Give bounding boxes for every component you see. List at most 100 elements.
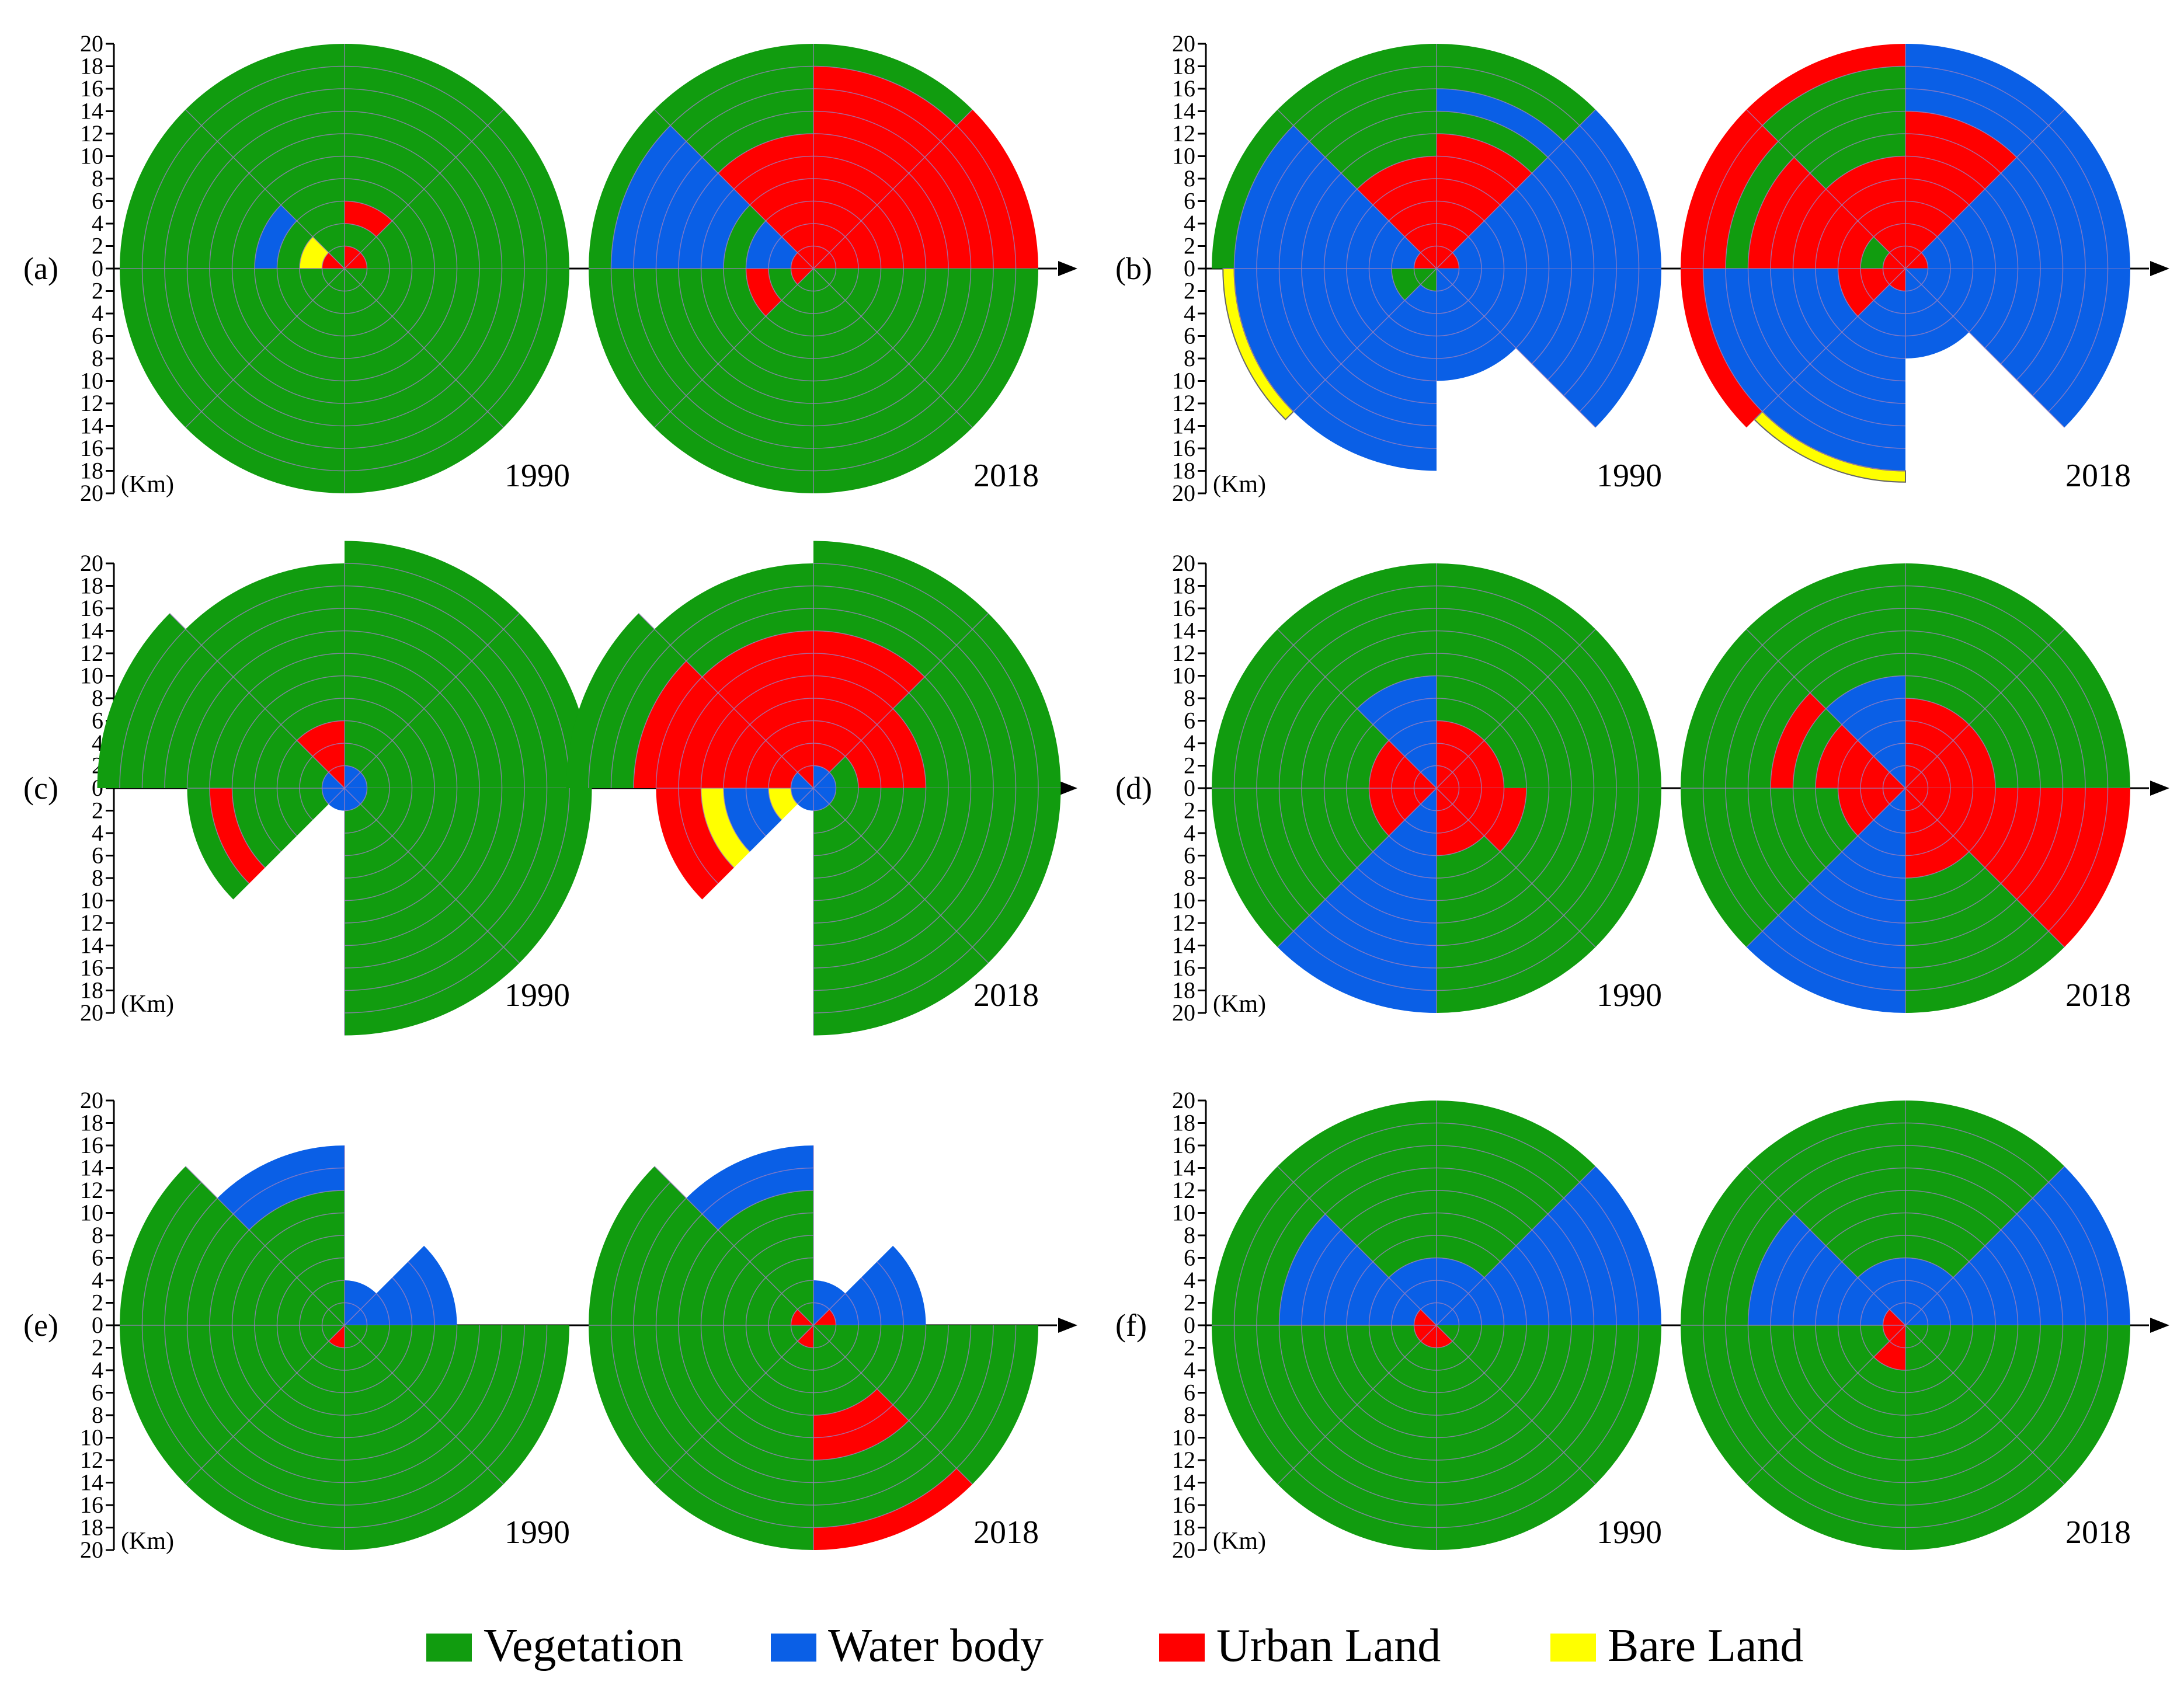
ring-gridline xyxy=(280,1388,345,1416)
ring-gridline xyxy=(797,1340,814,1349)
y-tick-label: 18 xyxy=(1172,573,1195,599)
sector-3-urban xyxy=(1414,1309,1437,1325)
ring-gridline xyxy=(280,698,345,725)
y-tick-label: 10 xyxy=(1172,887,1195,914)
y-tick-label: 2 xyxy=(92,1290,103,1316)
ring-gridline xyxy=(781,300,814,314)
y-tick-label: 2 xyxy=(92,797,103,824)
ring-gridline xyxy=(749,1388,814,1416)
sector-3-vegetation xyxy=(120,109,281,269)
y-tick-label: 14 xyxy=(1172,618,1195,644)
radial-gridline xyxy=(638,613,814,789)
sector-4-water xyxy=(1234,269,1405,412)
y-tick-label: 8 xyxy=(1184,685,1195,711)
ring-gridline xyxy=(1825,155,1906,190)
ring-gridline xyxy=(1293,65,1437,126)
radial-gridline xyxy=(813,1325,973,1485)
ring-gridline xyxy=(1436,1122,1580,1183)
ring-gridline xyxy=(299,788,314,820)
ring-gridline xyxy=(861,1277,882,1326)
ring-gridline xyxy=(141,125,202,269)
radial-gridline xyxy=(1905,109,2065,269)
ring-gridline xyxy=(344,65,488,126)
sector-3-urban xyxy=(322,252,345,269)
radial-gridline xyxy=(813,1293,846,1326)
ring-gridline xyxy=(392,1277,413,1326)
radial-gridline xyxy=(1746,788,1906,948)
year-label: 1990 xyxy=(1597,1514,1662,1551)
ring-gridline xyxy=(1413,268,1421,285)
y-tick-label: 4 xyxy=(1184,210,1195,236)
radial-gridline xyxy=(185,109,345,269)
ring-gridline xyxy=(1889,765,1906,773)
ring-gridline xyxy=(1436,1388,1501,1416)
radial-gridline xyxy=(813,109,973,269)
y-tick-label: 14 xyxy=(80,932,103,959)
y-tick-label: 12 xyxy=(80,120,103,147)
y-tick-label: 20 xyxy=(1172,550,1195,576)
ring-gridline xyxy=(745,220,766,269)
ring-gridline xyxy=(254,268,281,333)
sector-6-vegetation xyxy=(1905,1325,2065,1550)
sector-2-vegetation xyxy=(1277,563,1437,709)
ring-gridline xyxy=(813,332,878,359)
ring-gridline xyxy=(265,1404,345,1439)
ring-gridline xyxy=(360,788,368,805)
ring-gridline xyxy=(1346,724,1373,789)
ring-gridline xyxy=(265,1212,345,1246)
ring-gridline xyxy=(249,653,345,694)
y-tick-label: 10 xyxy=(80,1425,103,1451)
ring-gridline xyxy=(344,379,457,427)
year-label: 2018 xyxy=(973,1514,1039,1551)
ring-gridline xyxy=(1420,245,1437,253)
ring-gridline xyxy=(2032,268,2086,396)
ring-gridline xyxy=(344,316,393,337)
y-tick-label: 12 xyxy=(80,910,103,936)
y-tick-label: 16 xyxy=(1172,1492,1195,1518)
ring-gridline xyxy=(471,268,525,396)
ring-gridline xyxy=(1233,1182,1294,1326)
ring-gridline xyxy=(1436,698,1501,725)
ring-gridline xyxy=(344,1302,361,1310)
ring-gridline xyxy=(813,1340,830,1349)
y-tick-label: 2 xyxy=(1184,278,1195,304)
ring-gridline xyxy=(1579,268,1640,412)
ring-gridline xyxy=(1792,268,1827,349)
sector-1-urban xyxy=(1437,134,1532,269)
ring-gridline xyxy=(1815,788,1842,852)
sector-6-water xyxy=(345,788,361,811)
sector-0-urban xyxy=(813,109,1038,269)
ring-gridline xyxy=(1531,692,1572,789)
ring-gridline xyxy=(1368,1277,1389,1326)
ring-gridline xyxy=(276,268,297,317)
ring-gridline xyxy=(1388,200,1437,221)
ring-gridline xyxy=(1841,851,1906,879)
y-tick-label: 4 xyxy=(1184,1267,1195,1293)
ring-gridline xyxy=(201,411,345,472)
ring-gridline xyxy=(1515,708,1550,789)
ring-gridline xyxy=(678,1325,719,1421)
radial-gridline xyxy=(1436,268,1596,428)
ring-gridline xyxy=(1301,1230,1342,1326)
ring-gridline xyxy=(344,698,409,725)
ring-gridline xyxy=(1436,1468,1580,1528)
ring-gridline xyxy=(1936,1325,1951,1357)
sector-4-vegetation xyxy=(120,269,345,428)
sector-1-urban xyxy=(1905,111,2017,269)
radial-gridline xyxy=(185,1166,345,1326)
sector-2-water xyxy=(217,1145,345,1230)
y-tick-label: 2 xyxy=(1184,753,1195,779)
ring-gridline xyxy=(1810,1420,1906,1461)
sector-1-urban xyxy=(813,66,957,269)
ring-gridline xyxy=(745,1277,766,1326)
ring-gridline xyxy=(1436,630,1549,677)
sector-3-water xyxy=(746,221,798,269)
sector-3-bare xyxy=(300,236,329,269)
sector-4-urban xyxy=(1414,1325,1437,1342)
year-label: 2018 xyxy=(2065,977,2131,1014)
sector-4-urban xyxy=(656,788,734,900)
ring-gridline xyxy=(231,1245,266,1326)
ring-gridline xyxy=(344,1373,393,1394)
ring-gridline xyxy=(1436,883,1532,924)
ring-gridline xyxy=(1436,1235,1501,1262)
